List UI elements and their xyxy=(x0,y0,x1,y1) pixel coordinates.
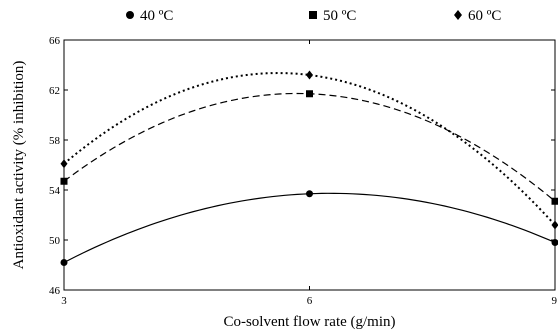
legend-marker-1 xyxy=(309,11,317,19)
legend-label-0: 40 ºC xyxy=(140,8,173,24)
point-s0-2 xyxy=(551,239,558,246)
x-tick-label-0: 3 xyxy=(61,295,67,307)
y-tick-label-5: 66 xyxy=(49,35,61,47)
legend-label-2: 60 ºC xyxy=(468,8,501,24)
point-s1-2 xyxy=(551,197,558,205)
legend: 40 ºC 50 ºC 60 ºC xyxy=(126,8,501,24)
point-s2-2 xyxy=(551,220,558,230)
series-line-1 xyxy=(64,92,555,202)
point-s2-1 xyxy=(306,70,313,80)
point-s2-0 xyxy=(60,159,68,169)
y-tick-label-4: 62 xyxy=(49,85,60,97)
y-axis-label: Antioxidant activity (% inhibition) xyxy=(11,61,27,270)
point-s0-1 xyxy=(306,190,313,198)
y-tick-label-1: 50 xyxy=(49,235,61,247)
legend-label-1: 50 ºC xyxy=(323,8,356,24)
point-s0-0 xyxy=(60,259,68,266)
legend-marker-0 xyxy=(126,11,134,19)
legend-marker-2 xyxy=(454,10,462,20)
y-tick-label-0: 46 xyxy=(49,285,61,297)
y-tick-label-3: 58 xyxy=(49,135,61,147)
series-line-2 xyxy=(64,72,555,226)
axes: 46 50 54 58 62 66 3 6 9 xyxy=(49,35,558,307)
x-tick-label-1: 6 xyxy=(307,295,313,307)
x-tick-label-2: 9 xyxy=(552,295,558,307)
y-tick-label-2: 54 xyxy=(49,185,61,197)
series-line-0 xyxy=(64,192,555,264)
point-s1-1 xyxy=(306,90,313,98)
x-axis-label: Co-solvent flow rate (g/min) xyxy=(223,314,395,330)
point-s1-0 xyxy=(60,177,68,185)
plot-area xyxy=(60,70,558,266)
